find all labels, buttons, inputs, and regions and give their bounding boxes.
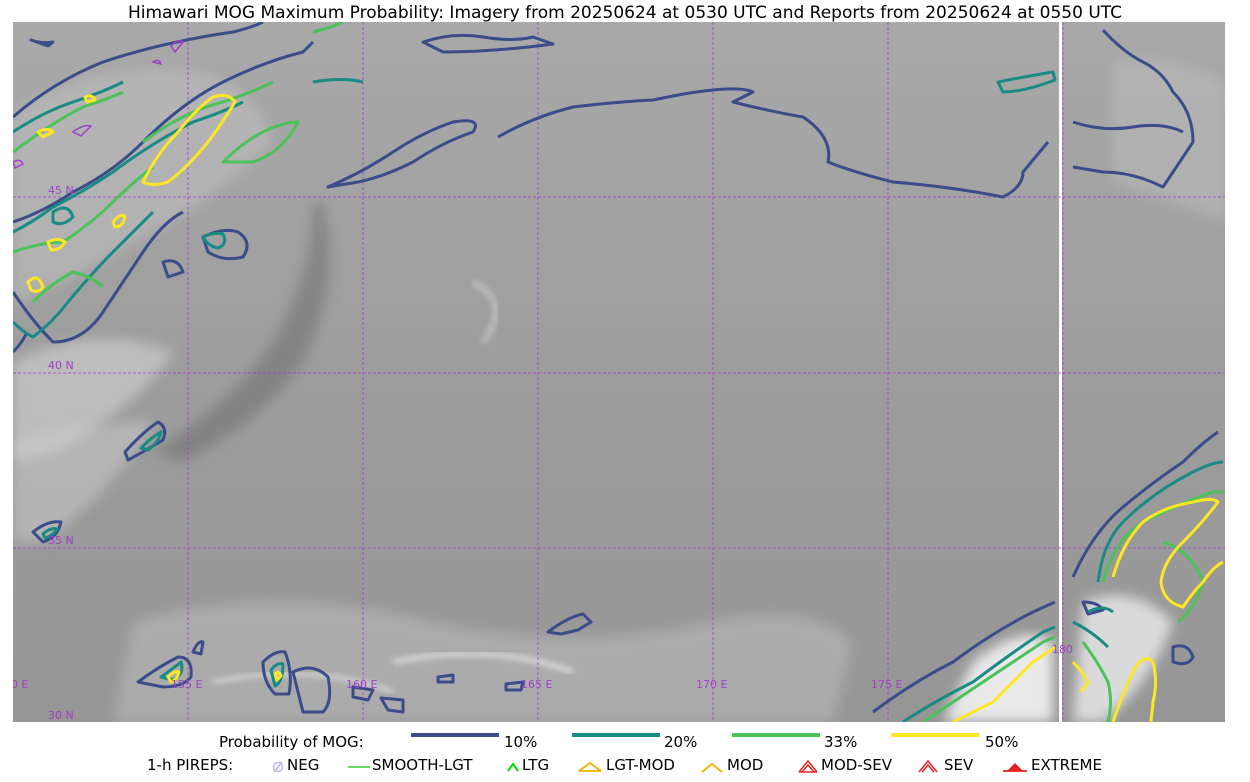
cloud-texture xyxy=(13,59,1225,722)
contours-50pct xyxy=(26,93,1224,722)
lon-label-175e: 175 E xyxy=(871,678,902,691)
lon-label-150e: 150 E xyxy=(13,678,28,691)
ltg-icon xyxy=(507,762,519,772)
mog-20-swatch xyxy=(572,733,660,737)
lon-label-170e: 170 E xyxy=(696,678,727,691)
mog-33-label: 33% xyxy=(824,733,858,751)
neg-icon xyxy=(272,761,284,773)
sev-icon xyxy=(918,759,938,773)
mog-50-label: 50% xyxy=(985,733,1019,751)
pirep-marks xyxy=(13,39,185,170)
extreme-icon xyxy=(1003,763,1027,772)
neg-label: NEG xyxy=(287,756,320,774)
lat-lon-grid xyxy=(13,22,1225,722)
lon-label-180: 180 xyxy=(1052,643,1073,656)
smooth-lgt-icon xyxy=(348,766,370,768)
pirep-legend: 1-h PIREPS: NEG SMOOTH-LGT LTG LGT-MOD M… xyxy=(0,756,1250,776)
mod-sev-icon xyxy=(798,759,818,773)
smooth-lgt-label: SMOOTH-LGT xyxy=(372,756,473,774)
mog-10-label: 10% xyxy=(504,733,538,751)
lat-label-40: 40 N xyxy=(48,359,74,372)
sev-label: SEV xyxy=(944,756,974,774)
contours-10pct xyxy=(13,22,1219,714)
mog-10-swatch xyxy=(411,733,499,737)
mod-icon xyxy=(701,762,723,773)
lat-label-30: 30 N xyxy=(48,709,74,722)
mog-20-label: 20% xyxy=(664,733,698,751)
lon-label-160e: 160 E xyxy=(346,678,377,691)
mog-50-swatch xyxy=(891,733,979,737)
extreme-label: EXTREME xyxy=(1031,756,1102,774)
ltg-label: LTG xyxy=(522,756,550,774)
lgt-mod-icon xyxy=(578,761,602,772)
lon-label-155e: 155 E xyxy=(171,678,202,691)
lat-label-35: 35 N xyxy=(48,534,74,547)
lon-label-165e: 165 E xyxy=(521,678,552,691)
map-title: Himawari MOG Maximum Probability: Imager… xyxy=(127,3,1123,23)
mog-33-swatch xyxy=(732,733,820,737)
dateline-seam xyxy=(1059,22,1062,722)
mod-sev-label: MOD-SEV xyxy=(821,756,892,774)
satellite-map[interactable]: 45 N 40 N 35 N 30 N 150 E 155 E 160 E 16… xyxy=(13,22,1225,722)
pirep-legend-title: 1-h PIREPS: xyxy=(147,756,234,774)
grid-labels: 45 N 40 N 35 N 30 N 150 E 155 E 160 E 16… xyxy=(13,184,1073,722)
contours-20pct xyxy=(13,70,1224,722)
mog-legend-title: Probability of MOG: xyxy=(219,733,364,751)
mod-label: MOD xyxy=(727,756,764,774)
lat-label-45: 45 N xyxy=(48,184,74,197)
mog-legend: Probability of MOG: 10% 20% 33% 50% xyxy=(0,733,1250,753)
lgt-mod-label: LGT-MOD xyxy=(606,756,675,774)
